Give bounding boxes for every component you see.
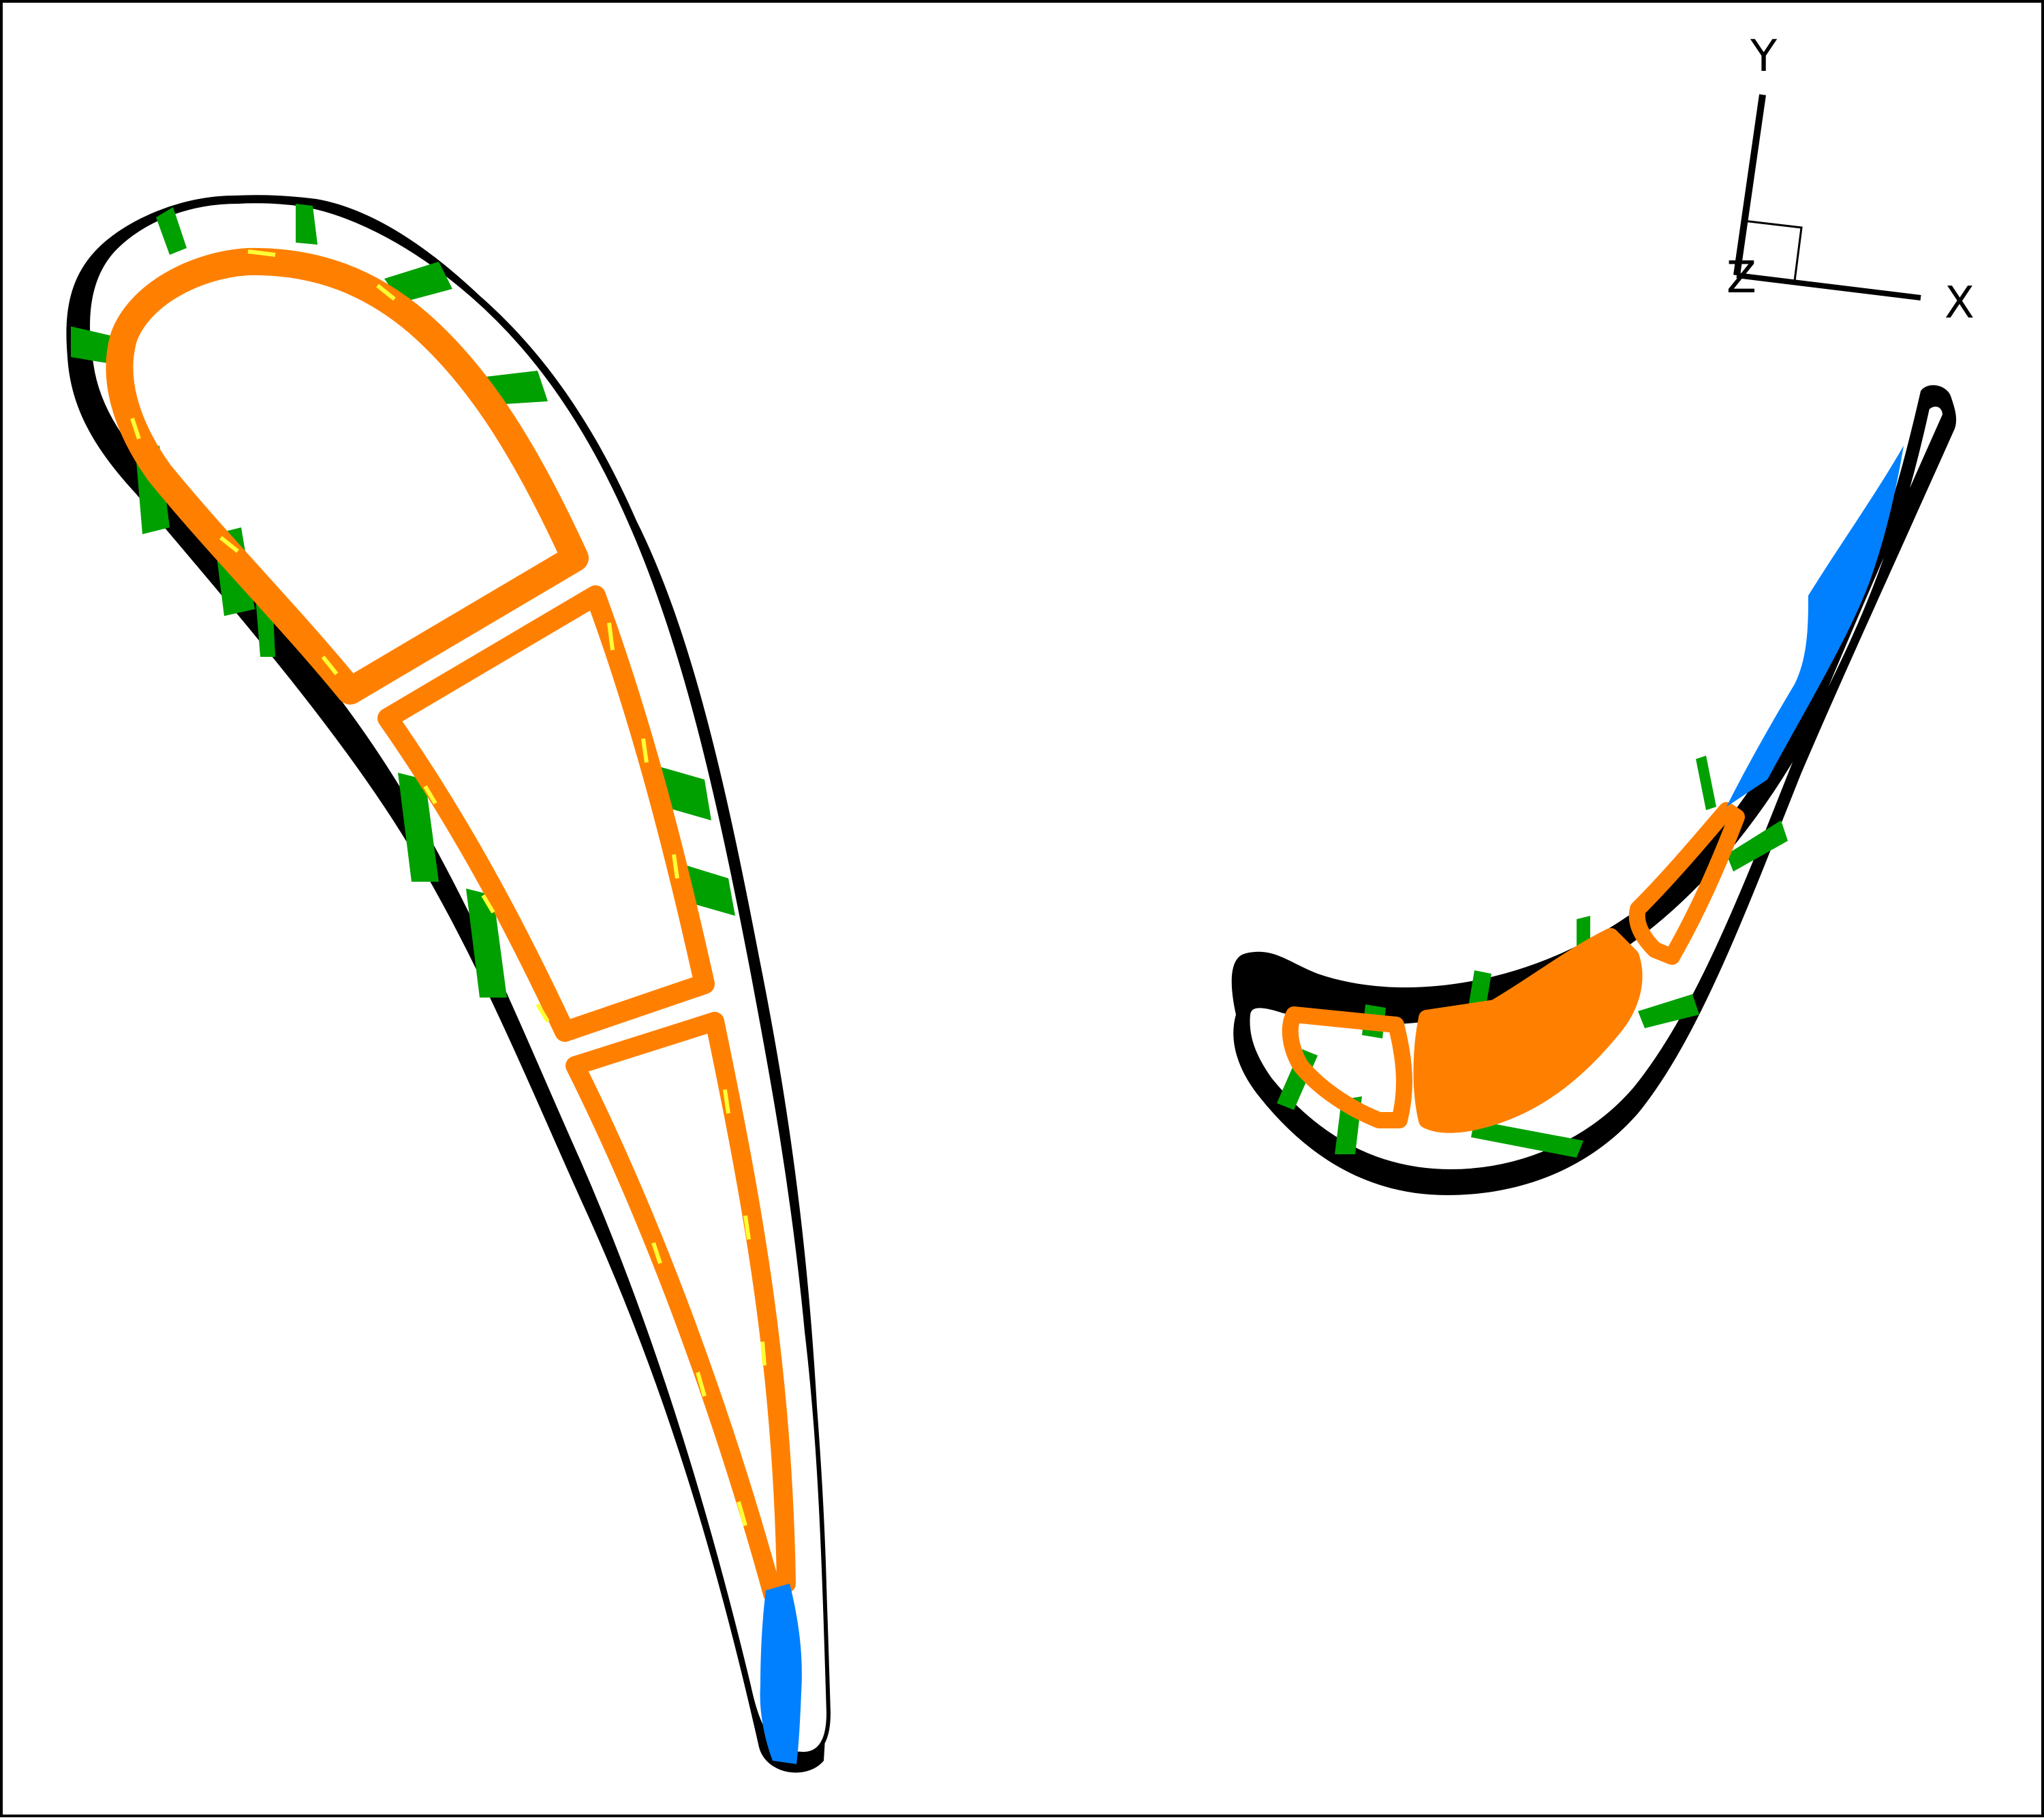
left-trailing-edge [760,1584,802,1764]
highlight-mark [760,1341,766,1366]
rib-segment [1696,756,1716,810]
cavity-mid-2 [566,1012,796,1603]
rib-segment [1638,994,1699,1028]
z-axis-label: Z [1726,253,1756,303]
right-blade-outer-outline [1231,385,1957,1195]
rib-segment [156,207,187,255]
highlight-mark [641,738,649,763]
rib-segment [71,326,115,364]
axis-corner-marker [1743,219,1803,281]
highlight-mark [743,1215,751,1240]
left-blade-highlights [130,249,766,1526]
cavity-leading-edge [106,247,589,705]
blade-diagram: Y X Z [66,31,1975,1773]
right-cavity-leading [1282,1006,1412,1128]
highlight-mark [672,854,679,879]
highlight-mark [321,655,339,675]
x-axis-line [1736,273,1921,300]
highlight-mark [130,418,141,439]
left-blade-body [86,199,831,1757]
y-axis-label: Y [1750,31,1778,82]
highlight-mark [376,283,396,301]
right-cavity-main [1413,928,1643,1133]
cavity-mid-1 [377,585,715,1042]
rib-segment [296,204,318,245]
x-axis-label: X [1945,278,1975,328]
rib-segment [1471,1120,1583,1158]
right-blade [1231,385,1957,1195]
highlight-mark [423,785,437,805]
right-cavity-trailing [1628,802,1745,965]
right-trailing-edge [1726,446,1904,807]
y-axis-line [1733,94,1766,276]
highlight-mark [723,1089,730,1114]
highlight-mark [651,1242,662,1264]
rib-segment [684,865,735,916]
rib-segment [466,889,507,998]
left-blade [66,195,831,1773]
highlight-mark [696,1372,707,1397]
highlight-mark [219,536,239,553]
rib-segment [398,773,439,882]
highlight-mark [607,622,615,651]
highlight-mark [737,1501,747,1526]
axis-triad: Y X Z [1726,31,1975,328]
rib-segment [1726,820,1788,872]
highlight-mark [247,249,276,257]
highlight-mark [481,894,495,914]
rib-segment [384,262,452,303]
highlight-mark [536,1003,550,1023]
